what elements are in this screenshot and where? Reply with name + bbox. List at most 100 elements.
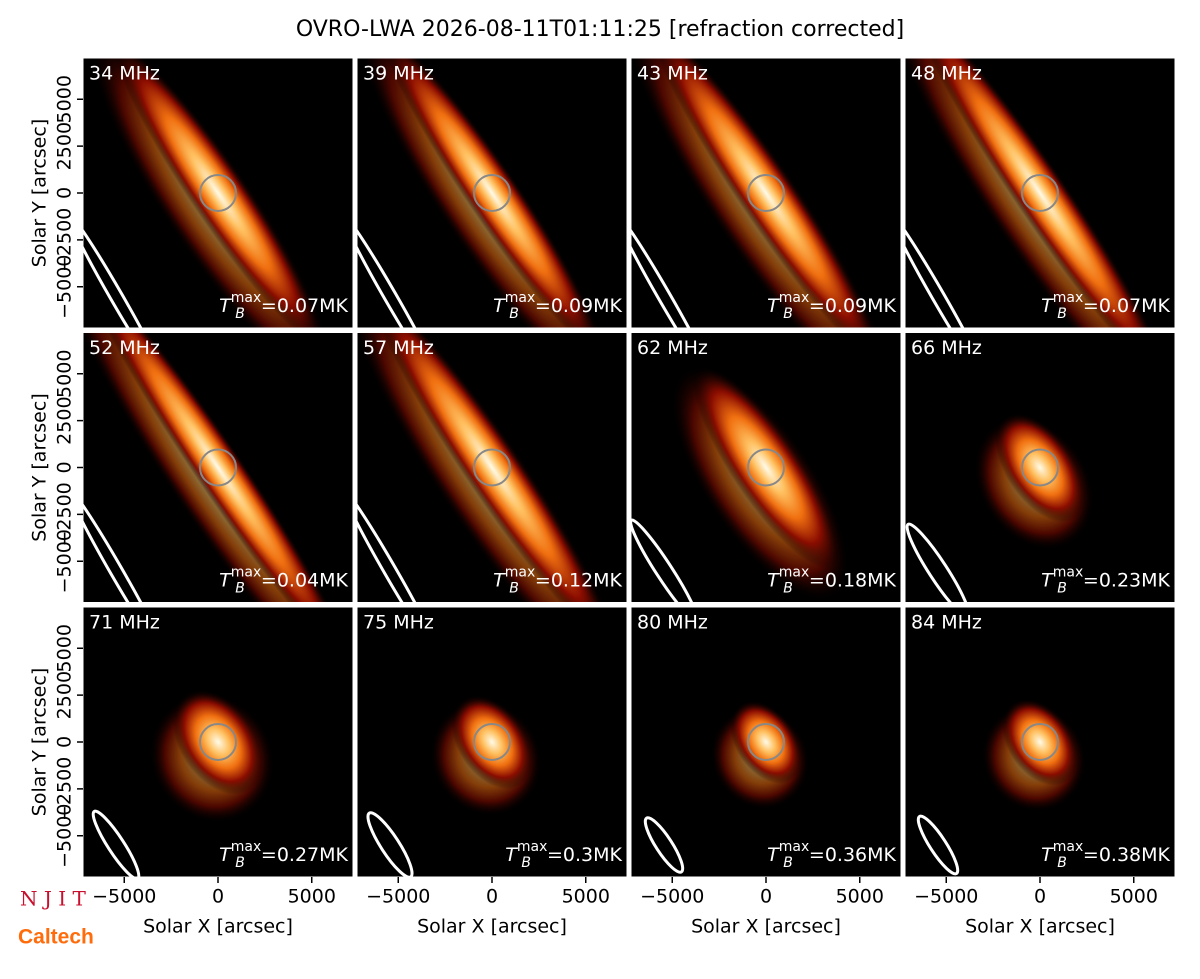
tb-eq: = bbox=[535, 295, 551, 317]
tb-value: 0.09 bbox=[825, 295, 867, 317]
tb-sup: max bbox=[517, 839, 548, 855]
tb-eq: = bbox=[809, 569, 825, 591]
panel: 80 MHz Tmax B =0.36MK bbox=[631, 607, 901, 877]
emission bbox=[1002, 698, 1078, 786]
tb-eq: = bbox=[261, 569, 277, 591]
beam bbox=[357, 486, 440, 603]
solar-disk bbox=[1021, 723, 1059, 761]
frequency-label: 66 MHz bbox=[911, 337, 982, 359]
panel: 43 MHz Tmax B =0.09MK bbox=[631, 58, 901, 328]
tb-value: 0.3 bbox=[563, 844, 593, 866]
x-axis-label: Solar X [arcsec] bbox=[965, 916, 1115, 938]
tb-sub: B bbox=[235, 306, 245, 322]
y-tick-label: −2500 bbox=[54, 757, 76, 821]
x-axis-label: Solar X [arcsec] bbox=[691, 916, 841, 938]
beam bbox=[83, 212, 166, 328]
tb-symbol: T bbox=[767, 844, 780, 866]
tb-max-label: Tmax B =0.09MK bbox=[493, 290, 622, 322]
tb-sup: max bbox=[779, 565, 810, 581]
x-tick-label: 5000 bbox=[1110, 886, 1158, 908]
frequency-label: 43 MHz bbox=[637, 63, 708, 85]
x-tick-label: 0 bbox=[212, 886, 224, 908]
tb-sup: max bbox=[1053, 565, 1084, 581]
panel: 57 MHz Tmax B =0.12MK bbox=[357, 332, 627, 603]
frequency-label: 84 MHz bbox=[911, 612, 982, 634]
tb-eq: = bbox=[809, 844, 825, 866]
y-tick-label: 0 bbox=[54, 187, 76, 199]
tb-max-label: Tmax B =0.23MK bbox=[1041, 565, 1170, 597]
tb-eq: = bbox=[261, 295, 277, 317]
emission bbox=[114, 58, 322, 328]
tb-eq: = bbox=[1083, 844, 1099, 866]
tb-value: 0.18 bbox=[825, 569, 867, 591]
tb-eq: = bbox=[809, 295, 825, 317]
tb-unit: MK bbox=[867, 844, 896, 866]
solar-disk bbox=[473, 723, 511, 761]
solar-disk bbox=[199, 723, 237, 761]
tb-unit: MK bbox=[593, 569, 622, 591]
beam bbox=[916, 814, 960, 876]
emission bbox=[383, 58, 601, 328]
tb-symbol: T bbox=[1041, 295, 1054, 317]
tb-sup: max bbox=[231, 565, 262, 581]
tb-sub: B bbox=[521, 855, 531, 871]
frequency-label: 39 MHz bbox=[363, 63, 434, 85]
tb-sub: B bbox=[235, 855, 245, 871]
tb-sup: max bbox=[505, 565, 536, 581]
x-axis-label: Solar X [arcsec] bbox=[417, 916, 567, 938]
panel: 39 MHz Tmax B =0.09MK bbox=[357, 58, 627, 328]
emission bbox=[372, 332, 612, 603]
solar-disk bbox=[199, 448, 237, 487]
tb-max-label: Tmax B =0.18MK bbox=[767, 565, 896, 597]
tb-value: 0.12 bbox=[551, 569, 593, 591]
y-tick-label: 2500 bbox=[54, 671, 76, 719]
tb-max-label: Tmax B =0.36MK bbox=[767, 839, 896, 871]
x-tick-label: −5000 bbox=[92, 886, 156, 908]
x-axis-label: Solar X [arcsec] bbox=[143, 916, 293, 938]
tb-symbol: T bbox=[1041, 569, 1054, 591]
y-tick-label: −2500 bbox=[54, 208, 76, 272]
panel: 62 MHz Tmax B =0.18MK bbox=[631, 332, 901, 603]
tb-sub: B bbox=[1057, 581, 1067, 597]
frequency-label: 34 MHz bbox=[89, 63, 160, 85]
tb-unit: MK bbox=[867, 295, 896, 317]
x-tick-label: 0 bbox=[486, 886, 498, 908]
solar-disk bbox=[473, 174, 511, 212]
panel: 71 MHz Tmax B =0.27MK bbox=[83, 607, 353, 877]
solar-disk bbox=[747, 174, 785, 212]
tb-eq: = bbox=[1083, 569, 1099, 591]
tb-sub: B bbox=[509, 306, 519, 322]
tb-value: 0.27 bbox=[277, 844, 319, 866]
y-tick-label: −5000 bbox=[54, 804, 76, 868]
tb-symbol: T bbox=[505, 844, 518, 866]
x-tick-label: −5000 bbox=[640, 886, 704, 908]
tb-sub: B bbox=[783, 855, 793, 871]
frequency-label: 48 MHz bbox=[911, 63, 982, 85]
tb-max-label: Tmax B =0.07MK bbox=[1041, 290, 1170, 322]
solar-disk bbox=[199, 174, 237, 212]
tb-max-label: Tmax B =0.27MK bbox=[219, 839, 348, 871]
panel: 48 MHz Tmax B =0.07MK bbox=[905, 58, 1175, 328]
emission bbox=[172, 689, 264, 795]
y-tick-label: 2500 bbox=[54, 396, 76, 444]
x-tick-label: 0 bbox=[1034, 886, 1046, 908]
beam bbox=[643, 816, 685, 874]
frequency-label: 80 MHz bbox=[637, 612, 708, 634]
x-tick-label: −5000 bbox=[366, 886, 430, 908]
beam bbox=[83, 486, 166, 603]
frequency-label: 52 MHz bbox=[89, 337, 160, 359]
y-tick-label: 0 bbox=[54, 461, 76, 473]
tb-unit: MK bbox=[593, 844, 622, 866]
tb-unit: MK bbox=[319, 569, 348, 591]
y-tick-label: −5000 bbox=[54, 529, 76, 593]
emission bbox=[451, 694, 533, 790]
tb-value: 0.23 bbox=[1099, 569, 1141, 591]
logo-caltech: Caltech bbox=[18, 926, 94, 949]
beam bbox=[91, 809, 141, 877]
tb-symbol: T bbox=[493, 295, 506, 317]
tb-unit: MK bbox=[867, 569, 896, 591]
emission bbox=[730, 700, 802, 784]
x-tick-label: −5000 bbox=[914, 886, 978, 908]
tb-eq: = bbox=[547, 844, 563, 866]
